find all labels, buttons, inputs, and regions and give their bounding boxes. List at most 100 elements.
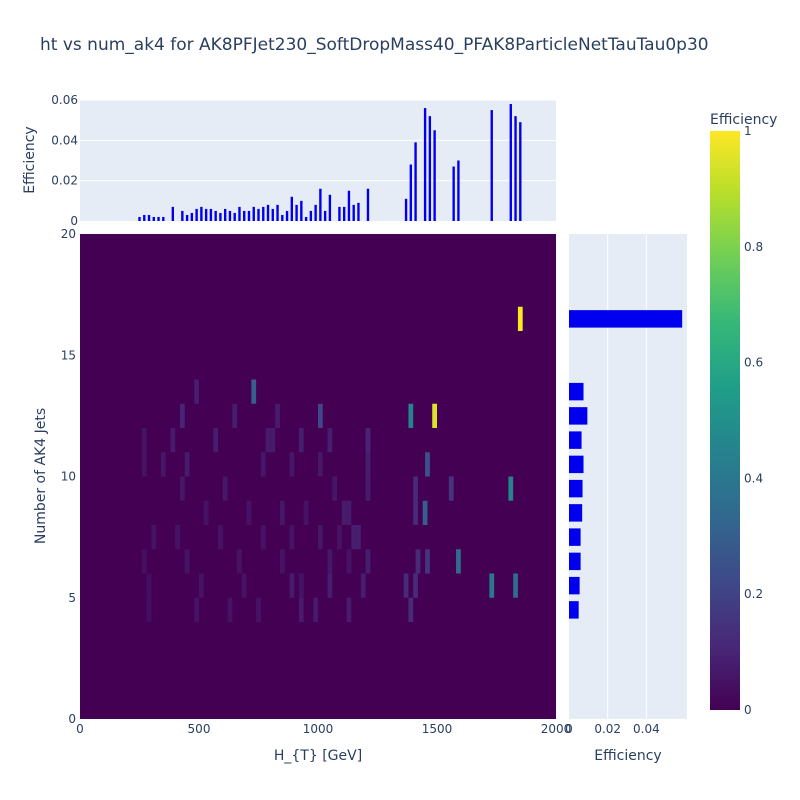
right-histogram-bar	[569, 479, 583, 498]
colorbar	[710, 131, 740, 710]
heatmap-cell-5	[513, 573, 518, 598]
colorbar-tick-label: 1	[744, 124, 752, 138]
top-histogram-plot-area	[80, 100, 556, 221]
heatmap-cell-64	[141, 549, 147, 574]
right-x-tick-label: 0.04	[633, 722, 660, 736]
top-histogram-bar	[366, 188, 370, 221]
top-histogram-bar	[509, 104, 512, 221]
heatmap-cell-35	[289, 452, 295, 477]
heatmap-cell-46	[170, 428, 176, 453]
top-histogram-bar	[304, 216, 308, 221]
heatmap-cell-31	[318, 525, 323, 550]
heatmap-cell-53	[222, 476, 228, 501]
x-tick-label: 0	[76, 722, 84, 736]
heatmap-cell-26	[351, 525, 357, 550]
y-axis-label: Number of AK4 Jets	[33, 408, 49, 544]
heatmap-cell-0	[517, 306, 523, 331]
top-y-tick-label: 0.06	[51, 93, 78, 107]
heatmap-cell-34	[298, 428, 304, 453]
right-histogram-bar	[569, 528, 581, 546]
top-histogram-bar	[276, 204, 279, 221]
heatmap-cell-21	[365, 476, 371, 501]
heatmap-cell-54	[246, 500, 252, 525]
top-histogram-bar	[452, 166, 455, 221]
top-histogram-bar	[409, 164, 413, 221]
top-histogram-bar	[300, 200, 303, 221]
heatmap-cell-19	[365, 428, 371, 453]
top-histogram-bar	[238, 206, 241, 221]
top-histogram-bar	[281, 214, 284, 221]
y-tick-label: 15	[61, 348, 76, 362]
heatmap-cell-14	[413, 476, 418, 501]
heatmap-cell-49	[141, 452, 147, 477]
top-histogram-bar	[519, 122, 522, 221]
heatmap-cell-51	[179, 476, 185, 501]
top-histogram-bar	[243, 210, 246, 221]
colorbar-tick-label: 0.2	[744, 587, 763, 601]
heatmap-cell-72	[241, 573, 247, 598]
top-histogram-y-label: Efficiency	[22, 126, 38, 193]
heatmap-cell-12	[415, 549, 421, 574]
heatmap-cell-68	[327, 549, 333, 574]
colorbar-tick-label: 0.8	[744, 240, 763, 254]
heatmap-cell-32	[327, 573, 333, 598]
top-histogram-bar	[433, 130, 436, 221]
heatmap-cell-66	[237, 549, 242, 574]
heatmap-cell-1	[432, 403, 437, 428]
top-histogram-bar	[233, 212, 236, 221]
heatmap-cell-25	[356, 525, 361, 550]
top-histogram-bar	[514, 116, 517, 221]
x-tick-label: 1000	[303, 722, 334, 736]
colorbar-tick-label: 0	[744, 703, 752, 717]
y-tick-label: 20	[61, 227, 76, 241]
top-histogram-bar	[209, 208, 213, 221]
heatmap-cells	[141, 306, 523, 622]
right-histogram-bar	[569, 407, 588, 425]
right-histogram-bar	[569, 431, 582, 449]
right-x-tick-label: 0	[565, 722, 573, 736]
top-histogram-bar	[143, 214, 146, 221]
y-tick-label: 0	[68, 712, 76, 726]
chart-title: ht vs num_ak4 for AK8PFJet230_SoftDropMa…	[40, 35, 709, 55]
y-tick-label: 5	[68, 591, 76, 605]
heatmap-cell-36	[275, 403, 280, 428]
top-histogram-bar	[314, 204, 317, 221]
heatmap-cell-59	[175, 525, 180, 550]
top-histogram-bar	[181, 210, 184, 221]
top-histogram-bar	[357, 202, 360, 221]
heatmap-cell-60	[218, 525, 223, 550]
heatmap-cell-75	[227, 597, 233, 622]
heatmap-cell-18	[408, 597, 414, 622]
right-histogram-bar	[569, 601, 579, 619]
top-histogram-bar	[428, 116, 432, 221]
top-histogram-bar	[271, 208, 274, 221]
heatmap-cell-22	[365, 549, 371, 574]
heatmap-cell-20	[365, 452, 371, 477]
x-tick-label: 500	[188, 722, 211, 736]
top-y-tick-label: 0	[70, 214, 78, 228]
heatmap-cell-61	[260, 525, 266, 550]
heatmap-cell-73	[298, 573, 304, 598]
heatmap-cell-67	[279, 549, 285, 574]
heatmap-cell-4	[489, 573, 495, 598]
top-histogram-bar	[257, 208, 260, 221]
heatmap-cell-70	[146, 573, 152, 598]
heatmap-cell-24	[346, 597, 352, 622]
heatmap-cell-38	[265, 428, 271, 453]
top-histogram-bar	[347, 190, 351, 221]
top-histogram-bar	[228, 210, 232, 221]
right-histogram-bar	[569, 576, 580, 595]
heatmap-cell-62	[289, 525, 295, 550]
right-histogram-bar	[569, 310, 683, 328]
heatmap-cell-69	[346, 549, 352, 574]
y-tick-label: 10	[61, 470, 76, 484]
top-histogram-bar	[342, 206, 346, 221]
heatmap-cell-7	[425, 452, 430, 477]
top-histogram-bar	[309, 210, 313, 221]
heatmap-cell-40	[289, 573, 295, 598]
heatmap-cell-27	[341, 500, 347, 525]
right-histogram-bar	[569, 552, 581, 571]
heatmap-cell-9	[251, 379, 257, 404]
heatmap-cell-13	[448, 476, 454, 501]
heatmap-cell-77	[146, 597, 152, 622]
